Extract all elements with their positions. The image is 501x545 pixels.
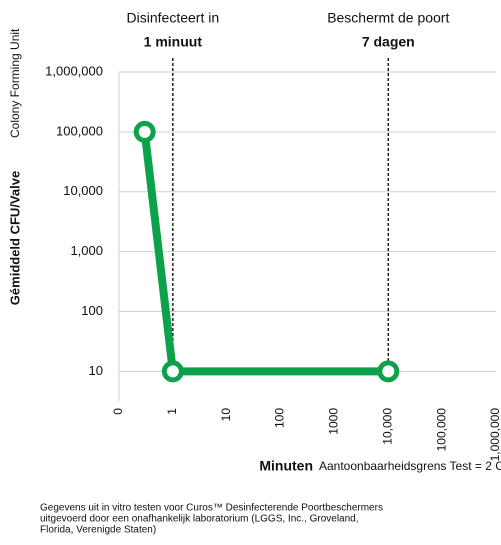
annotation-text: Beschermt de poort: [327, 10, 449, 26]
annotation-value: 1 minuut: [144, 34, 203, 50]
x-tick-label: 1: [165, 408, 179, 415]
marker: [377, 360, 400, 383]
annotation-text: Disinfecteert in: [127, 10, 220, 26]
y-tick-label: 10,000: [63, 183, 103, 198]
annotation-value: 7 dagen: [362, 34, 415, 50]
y-axis-label: Gémiddeld CFU/Valve: [7, 171, 22, 305]
x-tick-label: 1,000,000: [488, 408, 501, 462]
y-tick-label: 1,000,000: [45, 63, 103, 78]
y-tick-label: 100: [81, 303, 103, 318]
y-tick-label: 10: [89, 363, 103, 378]
x-tick-label: 100: [273, 408, 287, 428]
x-axis-label: Minuten: [259, 458, 313, 474]
y-tick-label: 1,000: [70, 243, 103, 258]
footnote: uitgevoerd door een onafhankelijk labora…: [40, 514, 359, 525]
y-tick-label: 100,000: [56, 123, 103, 138]
marker: [133, 120, 156, 143]
x-tick-label: 1000: [327, 408, 341, 435]
footnote: Gegevens uit in vitro testen voor Curos™…: [40, 503, 383, 514]
y-axis-note: Colony Forming Unit: [8, 28, 22, 138]
footnote: Florida, Verenigde Staten): [40, 525, 156, 536]
x-axis-note: Aantoonbaarheidsgrens Test = 2 CFU: [319, 459, 501, 473]
marker: [161, 360, 184, 383]
x-tick-label: 100,000: [434, 408, 448, 452]
x-tick-label: 10: [219, 408, 233, 422]
x-tick-label: 0: [111, 408, 125, 415]
x-tick-label: 10,000: [380, 408, 394, 445]
